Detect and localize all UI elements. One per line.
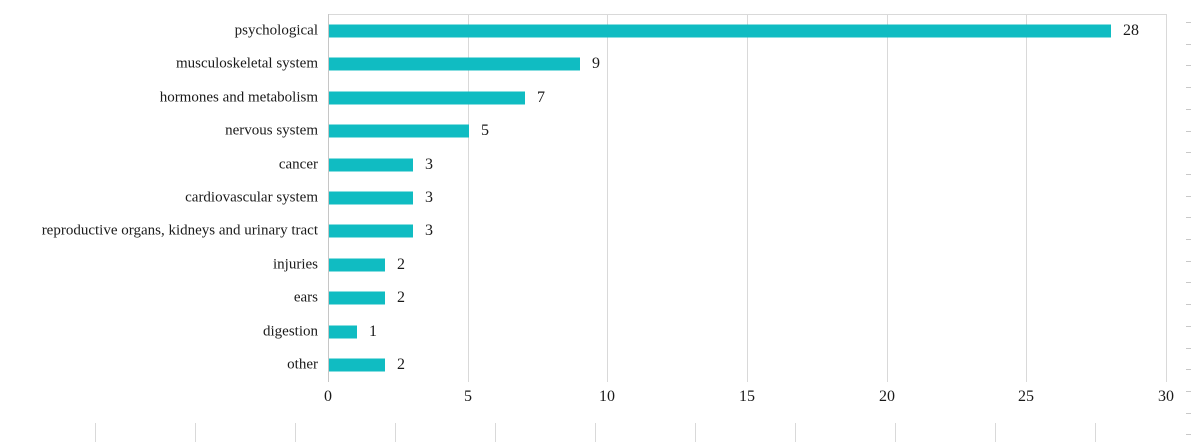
right-edge-tick	[1186, 152, 1191, 153]
bottom-edge-tick	[95, 423, 96, 442]
gridline	[468, 14, 469, 382]
bottom-edge-tick	[295, 423, 296, 442]
category-label: nervous system	[225, 122, 318, 139]
category-label: cardiovascular system	[185, 189, 318, 206]
bottom-edge-tick	[895, 423, 896, 442]
value-label: 3	[425, 189, 433, 206]
bar	[329, 158, 413, 172]
category-label: cancer	[278, 156, 318, 173]
x-tick-label: 20	[879, 388, 895, 405]
x-tick-label: 10	[599, 388, 615, 405]
category-label: reproductive organs, kidneys and urinary…	[41, 222, 318, 239]
value-label: 2	[397, 289, 405, 306]
right-edge-tick	[1186, 434, 1191, 435]
bar	[329, 191, 413, 205]
gridline	[607, 14, 608, 382]
category-label: other	[287, 356, 318, 373]
value-label: 9	[592, 55, 600, 72]
category-label: ears	[293, 289, 318, 306]
right-edge-tick	[1186, 44, 1191, 45]
value-label: 28	[1123, 22, 1139, 39]
right-edge-tick	[1186, 304, 1191, 305]
bottom-edge-tick	[1095, 423, 1096, 442]
value-label: 7	[537, 89, 545, 106]
right-edge-tick	[1186, 109, 1191, 110]
bar	[329, 57, 580, 71]
right-edge-tick	[1186, 326, 1191, 327]
right-edge-tick	[1186, 87, 1191, 88]
bottom-edge-tick	[495, 423, 496, 442]
value-label: 1	[369, 323, 377, 340]
category-label: hormones and metabolism	[159, 89, 318, 106]
gridline	[1166, 14, 1167, 382]
bar	[329, 291, 385, 305]
bottom-edge-tick	[695, 423, 696, 442]
right-edge-tick	[1186, 196, 1191, 197]
bar	[329, 358, 385, 372]
bottom-edge-tick	[395, 423, 396, 442]
value-label: 2	[397, 356, 405, 373]
x-tick-label: 15	[739, 388, 755, 405]
bottom-edge-tick	[595, 423, 596, 442]
right-edge-tick	[1186, 174, 1191, 175]
x-tick-label: 30	[1158, 388, 1174, 405]
bottom-edge-tick	[195, 423, 196, 442]
right-edge-tick	[1186, 391, 1191, 392]
bottom-edge-tick	[995, 423, 996, 442]
right-edge-tick	[1186, 348, 1191, 349]
gridline	[887, 14, 888, 382]
bar	[329, 91, 525, 105]
category-label: musculoskeletal system	[175, 55, 318, 72]
gridline	[1026, 14, 1027, 382]
x-tick-label: 5	[464, 388, 472, 405]
y-axis-line	[328, 14, 329, 382]
value-label: 3	[425, 222, 433, 239]
bar	[329, 224, 413, 238]
x-tick-label: 0	[324, 388, 332, 405]
value-label: 2	[397, 256, 405, 273]
bar	[329, 325, 357, 339]
category-label: injuries	[273, 256, 318, 273]
bar	[329, 124, 469, 138]
right-edge-tick	[1186, 217, 1191, 218]
right-edge-tick	[1186, 65, 1191, 66]
bar	[329, 24, 1111, 38]
bottom-edge-tick	[795, 423, 796, 442]
value-label: 5	[481, 122, 489, 139]
right-edge-tick	[1186, 239, 1191, 240]
right-edge-tick	[1186, 369, 1191, 370]
right-edge-tick	[1186, 131, 1191, 132]
category-label: psychological	[234, 22, 318, 39]
value-label: 3	[425, 156, 433, 173]
category-label: digestion	[263, 323, 318, 340]
right-edge-tick	[1186, 413, 1191, 414]
x-tick-label: 25	[1018, 388, 1034, 405]
right-edge-tick	[1186, 261, 1191, 262]
right-edge-tick	[1186, 282, 1191, 283]
right-edge-tick	[1186, 22, 1191, 23]
bar	[329, 258, 385, 272]
gridline	[747, 14, 748, 382]
